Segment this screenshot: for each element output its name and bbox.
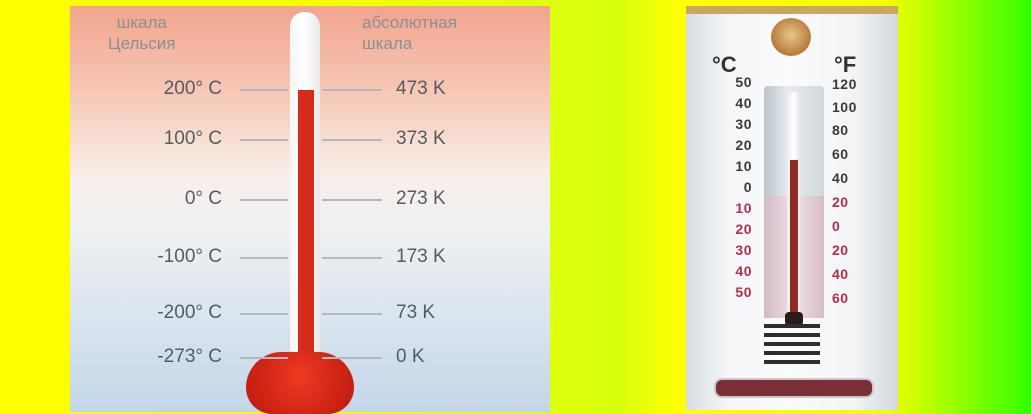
celsius-mark: 10: [735, 158, 752, 174]
celsius-scale-caption: шкала Цельсия: [108, 12, 175, 54]
scale-tick: [240, 199, 288, 201]
kelvin-label: 73 K: [396, 302, 436, 323]
celsius-mark: 30: [735, 116, 752, 132]
fahrenheit-mark: 100: [832, 99, 857, 115]
kelvin-scale-caption: абсолютная шкала: [362, 12, 457, 54]
thermometer-bulb: [246, 352, 354, 414]
caption-kelvin-line2: шкала: [362, 34, 413, 53]
fahrenheit-mark: 20: [832, 194, 849, 210]
brand-plate: [714, 378, 874, 398]
celsius-fahrenheit-thermometer: °C °F 50 40 30 20 10 0 10 20 30 40 50 120 100 80 60 40…: [686, 6, 898, 410]
celsius-mark: 10: [735, 200, 752, 216]
kelvin-label: 173 K: [396, 246, 446, 267]
scale-tick: [240, 257, 288, 259]
vent-slot: [764, 360, 820, 364]
celsius-mark: 40: [735, 95, 752, 111]
kelvin-label: 273 K: [396, 188, 446, 209]
scale-tick: [322, 357, 382, 359]
fahrenheit-mark: 120: [832, 76, 857, 92]
celsius-mark: 20: [735, 137, 752, 153]
kelvin-label: 0 K: [396, 346, 425, 367]
fahrenheit-mark: 0: [832, 218, 841, 234]
scale-tick: [240, 313, 288, 315]
fahrenheit-mark: 60: [832, 146, 849, 162]
celsius-label: -100° C: [157, 246, 222, 267]
brand-logo-icon: [771, 18, 811, 56]
scale-tick: [322, 199, 382, 201]
kelvin-label: 473 K: [396, 78, 446, 99]
celsius-mark: 40: [735, 263, 752, 279]
unit-fahrenheit-label: °F: [834, 52, 857, 77]
celsius-label: 0° C: [184, 188, 222, 209]
caption-celsius-line1: шкала: [116, 13, 167, 32]
celsius-mark: 50: [735, 284, 752, 300]
scale-tick: [240, 139, 288, 141]
caption-celsius-line2: Цельсия: [108, 34, 176, 53]
unit-celsius-label: °C: [712, 52, 737, 77]
celsius-mark: 30: [735, 242, 752, 258]
celsius-label: -200° C: [157, 302, 222, 323]
fahrenheit-mark: 40: [832, 170, 849, 186]
kelvin-label: 373 K: [396, 128, 446, 149]
vent-slot: [764, 324, 820, 328]
fahrenheit-mark: 20: [832, 242, 849, 258]
vent-slot: [764, 342, 820, 346]
fahrenheit-mark: 40: [832, 266, 849, 282]
fahrenheit-mark: 80: [832, 122, 849, 138]
celsius-label: -273° C: [157, 346, 222, 367]
celsius-mark: 0: [743, 179, 752, 195]
celsius-mark: 50: [735, 74, 752, 90]
scale-tick: [322, 139, 382, 141]
fahrenheit-mark: 60: [832, 290, 849, 306]
celsius-mark: 20: [735, 221, 752, 237]
thermometer-bulb-small: [785, 312, 803, 326]
celsius-kelvin-thermometer: шкала Цельсия абсолютная шкала 200° C 473…: [70, 6, 550, 414]
mercury-column: [298, 90, 314, 372]
vent-slot: [764, 333, 820, 337]
celsius-label: 100° C: [163, 128, 222, 149]
scale-tick: [240, 89, 288, 91]
scale-tick: [322, 313, 382, 315]
scale-tick: [322, 257, 382, 259]
caption-kelvin-line1: абсолютная: [362, 13, 457, 32]
scale-tick: [240, 357, 288, 359]
scale-tick: [322, 89, 382, 91]
mercury-column-small: [790, 160, 798, 322]
vent-slot: [764, 351, 820, 355]
celsius-label: 200° C: [163, 78, 222, 99]
